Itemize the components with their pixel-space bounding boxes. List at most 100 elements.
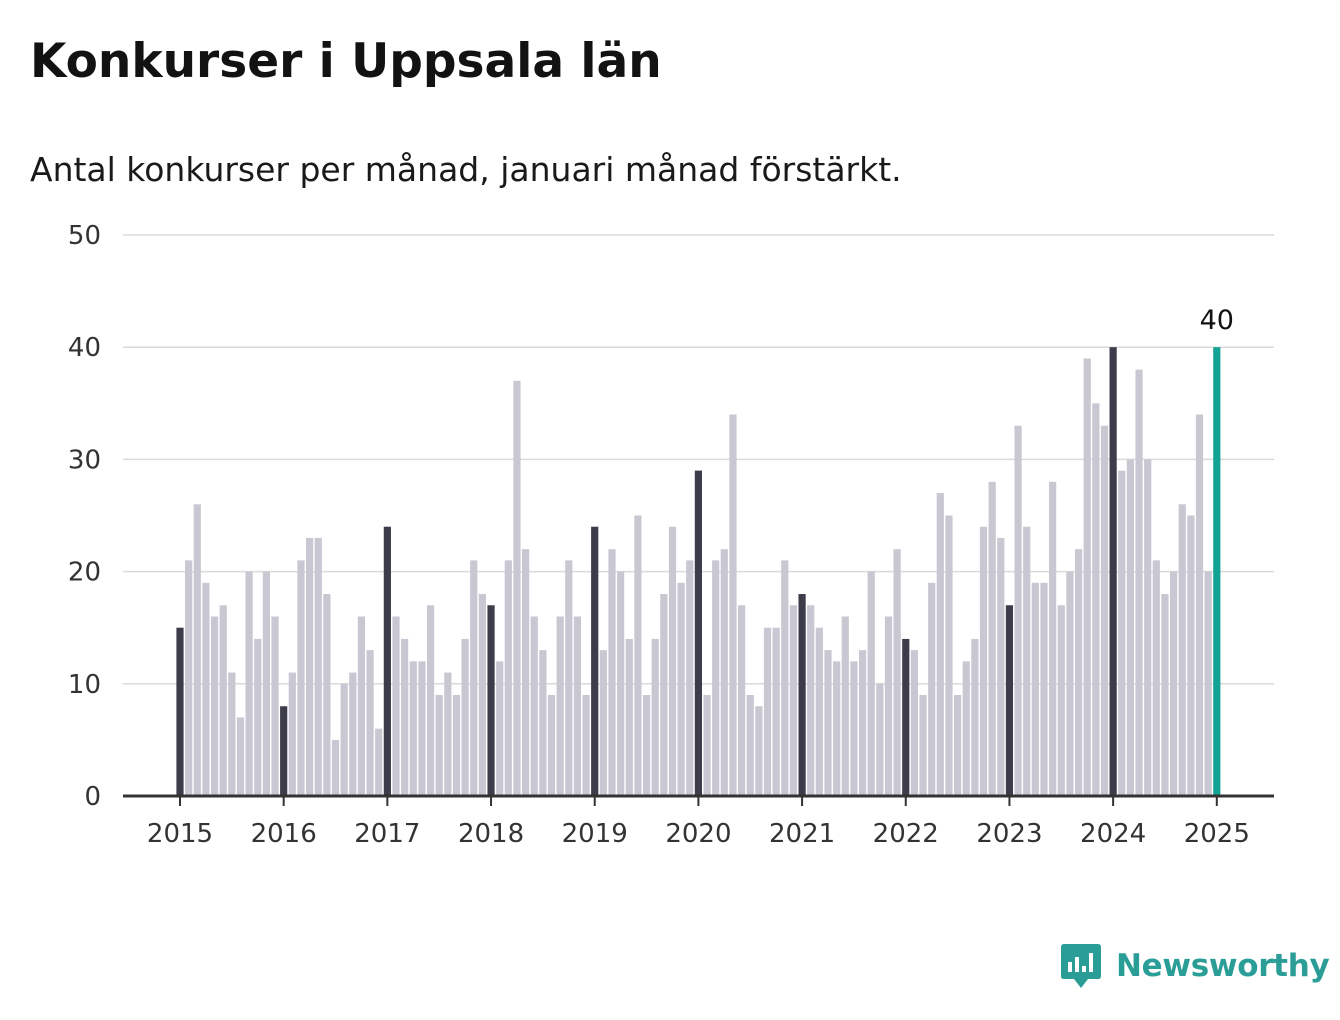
bar [694, 470, 702, 796]
bar [936, 493, 944, 796]
bar [366, 650, 374, 796]
bar [781, 560, 789, 796]
bar [522, 549, 530, 796]
bar [1023, 526, 1031, 796]
bar [245, 571, 253, 796]
bar [452, 695, 461, 796]
bar [202, 582, 210, 796]
bar [910, 650, 918, 796]
bar [798, 594, 806, 796]
bar [686, 560, 694, 796]
bar [1195, 414, 1204, 796]
bar [1144, 459, 1152, 796]
bar [884, 616, 893, 796]
bar [660, 594, 668, 796]
bar [185, 560, 193, 796]
x-tick-label: 2019 [562, 819, 628, 849]
bar [729, 414, 737, 796]
bar [1170, 571, 1178, 796]
bar [703, 695, 711, 796]
bar [496, 661, 504, 796]
bar [1014, 425, 1022, 796]
bar [375, 728, 383, 796]
x-tick-label: 2023 [976, 819, 1042, 849]
bar [297, 560, 305, 796]
bar [1126, 459, 1134, 796]
bar [487, 605, 495, 796]
bar [392, 616, 400, 796]
newsworthy-logo[interactable]: Newsworthy [1060, 942, 1330, 990]
bar-chart-speech-bubble-icon [1061, 944, 1101, 988]
y-tick-label: 10 [68, 670, 101, 700]
bar [867, 571, 875, 796]
bar [280, 706, 288, 796]
bar [1187, 515, 1195, 796]
latest-value-label: 40 [1200, 305, 1234, 336]
chart-title: Konkurser i Uppsala län [30, 34, 662, 89]
x-axis-tick-labels: 2015 2016 2017 2018 2019 2020 2021 2022 2023 2024… [147, 819, 1250, 849]
bar [383, 526, 391, 796]
x-tick-label: 2021 [769, 819, 835, 849]
bar [1213, 347, 1221, 796]
bar [789, 605, 798, 796]
bar [962, 661, 970, 796]
bar [401, 638, 409, 796]
bar [314, 537, 322, 796]
bar [738, 605, 746, 796]
bar [876, 683, 884, 796]
bar [1109, 347, 1117, 796]
bar [1178, 504, 1186, 796]
x-tick-label: 2017 [354, 819, 420, 849]
bar [807, 605, 815, 796]
bar [254, 638, 262, 796]
y-tick-label: 40 [68, 333, 101, 363]
bar [357, 616, 366, 796]
bar [504, 560, 512, 796]
bar [556, 616, 564, 796]
bars [176, 347, 1221, 796]
x-tick-label: 2016 [251, 819, 317, 849]
bar [945, 515, 953, 796]
bar [979, 526, 988, 796]
bar [824, 650, 832, 796]
bar [409, 661, 417, 796]
bar [833, 661, 841, 796]
bar [1092, 403, 1100, 796]
bar [1135, 369, 1143, 796]
bar [651, 638, 659, 796]
bar [1066, 571, 1074, 796]
bar [444, 672, 452, 796]
bar [331, 739, 340, 796]
bar [928, 582, 936, 796]
logo-text: Newsworthy [1116, 948, 1330, 984]
bar [1057, 605, 1065, 796]
bar [668, 526, 677, 796]
bar [599, 650, 607, 796]
bar [634, 515, 642, 796]
bar [1152, 560, 1160, 796]
y-tick-label: 30 [68, 445, 101, 475]
bar [1074, 549, 1083, 796]
bar [893, 549, 901, 796]
bar [176, 627, 184, 796]
bar [1083, 358, 1091, 796]
bar [642, 695, 651, 796]
bar [219, 605, 227, 796]
bar [755, 706, 763, 796]
y-tick-label: 50 [68, 221, 101, 251]
bar [582, 695, 590, 796]
bar [1049, 481, 1057, 796]
bar [1161, 594, 1169, 796]
bar [539, 650, 547, 796]
chart-subtitle: Antal konkurser per månad, januari månad… [30, 150, 902, 189]
bar [591, 526, 599, 796]
bar [323, 594, 331, 796]
x-tick-label: 2025 [1184, 819, 1250, 849]
bar [815, 627, 823, 796]
bar [461, 638, 469, 796]
bar [340, 683, 348, 796]
y-axis-tick-labels: 0 10 20 30 40 50 [68, 221, 101, 812]
bar [1031, 582, 1039, 796]
bar [1005, 605, 1014, 796]
